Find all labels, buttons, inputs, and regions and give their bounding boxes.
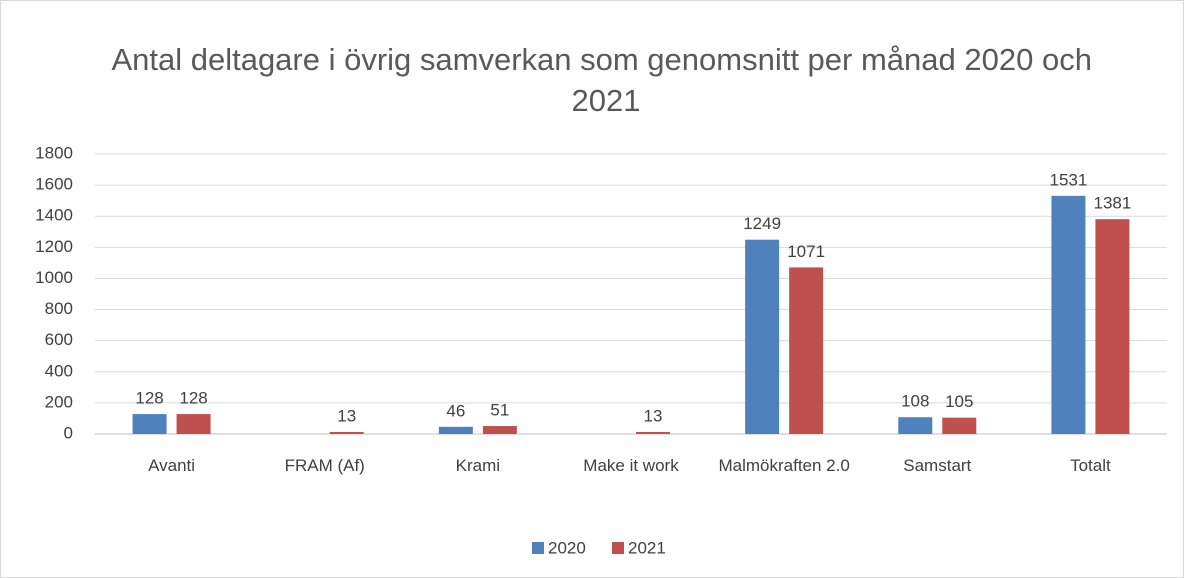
- bar: [898, 417, 933, 434]
- bar: [745, 239, 780, 434]
- x-tick-label: Samstart: [903, 456, 971, 475]
- bar: [636, 431, 670, 434]
- bar: [942, 417, 977, 434]
- y-tick-label: 1800: [35, 143, 73, 162]
- bar: [1095, 219, 1130, 434]
- value-label: 105: [945, 392, 973, 411]
- y-tick-label: 400: [45, 361, 73, 380]
- x-tick-label: Krami: [456, 456, 500, 475]
- value-label: 1531: [1050, 170, 1088, 189]
- value-label: 128: [179, 389, 207, 408]
- x-tick-label: Make it work: [583, 456, 679, 475]
- value-label: 1071: [787, 242, 825, 261]
- value-label: 1381: [1094, 194, 1132, 213]
- chart-title: Antal deltagare i övrig samverkan som ge…: [111, 42, 1100, 118]
- y-tick-label: 1200: [35, 237, 73, 256]
- value-label: 1249: [743, 214, 781, 233]
- y-tick-label: 200: [45, 392, 73, 411]
- value-label: 108: [901, 392, 929, 411]
- bar: [438, 426, 473, 434]
- legend-label: 2020: [548, 538, 586, 557]
- bar: [482, 426, 517, 434]
- y-tick-label: 1600: [35, 175, 73, 194]
- x-tick-label: FRAM (Af): [285, 456, 365, 475]
- y-tick-label: 800: [45, 299, 73, 318]
- bar: [132, 414, 167, 434]
- x-tick-label: Avanti: [148, 456, 195, 475]
- y-tick-label: 600: [45, 330, 73, 349]
- legend-swatch: [612, 542, 624, 554]
- x-tick-label: Totalt: [1070, 456, 1111, 475]
- value-label: 51: [490, 401, 509, 420]
- y-tick-label: 0: [64, 423, 73, 442]
- value-label: 46: [446, 401, 465, 420]
- value-label: 13: [337, 406, 356, 425]
- y-tick-label: 1000: [35, 268, 73, 287]
- bar: [176, 414, 211, 434]
- value-label: 128: [135, 389, 163, 408]
- bar: [1051, 195, 1086, 434]
- bar: [789, 267, 824, 434]
- legend-label: 2021: [628, 538, 666, 557]
- bar: [329, 431, 364, 434]
- x-tick-label: Malmökraften 2.0: [718, 456, 849, 475]
- value-label: 13: [644, 406, 663, 425]
- y-tick-label: 1400: [35, 206, 73, 225]
- legend-swatch: [532, 542, 544, 554]
